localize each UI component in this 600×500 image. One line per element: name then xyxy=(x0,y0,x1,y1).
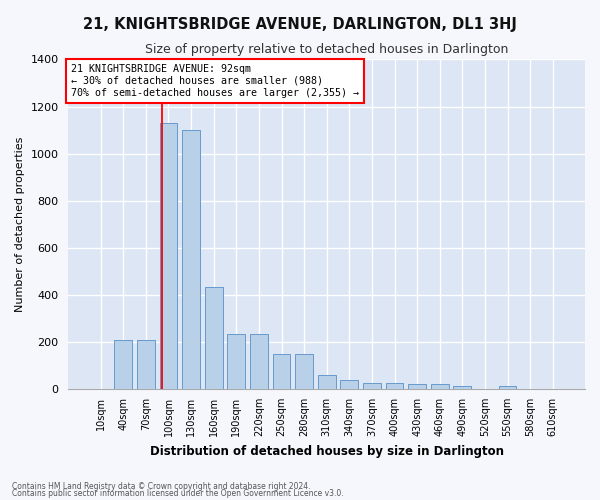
Text: Contains HM Land Registry data © Crown copyright and database right 2024.: Contains HM Land Registry data © Crown c… xyxy=(12,482,311,491)
Text: 21, KNIGHTSBRIDGE AVENUE, DARLINGTON, DL1 3HJ: 21, KNIGHTSBRIDGE AVENUE, DARLINGTON, DL… xyxy=(83,18,517,32)
Bar xyxy=(340,380,358,389)
Bar xyxy=(272,354,290,389)
Y-axis label: Number of detached properties: Number of detached properties xyxy=(15,136,25,312)
Text: Contains public sector information licensed under the Open Government Licence v3: Contains public sector information licen… xyxy=(12,489,344,498)
Bar xyxy=(182,130,200,389)
Bar xyxy=(205,286,223,389)
X-axis label: Distribution of detached houses by size in Darlington: Distribution of detached houses by size … xyxy=(150,444,504,458)
Bar xyxy=(408,384,426,389)
Bar xyxy=(318,375,335,389)
Bar xyxy=(431,384,449,389)
Bar xyxy=(386,384,403,389)
Bar xyxy=(454,386,471,389)
Bar xyxy=(160,123,178,389)
Bar xyxy=(227,334,245,389)
Bar xyxy=(499,386,517,389)
Bar xyxy=(115,340,132,389)
Title: Size of property relative to detached houses in Darlington: Size of property relative to detached ho… xyxy=(145,42,508,56)
Bar xyxy=(250,334,268,389)
Bar xyxy=(295,354,313,389)
Bar xyxy=(363,384,381,389)
Bar xyxy=(137,340,155,389)
Text: 21 KNIGHTSBRIDGE AVENUE: 92sqm
← 30% of detached houses are smaller (988)
70% of: 21 KNIGHTSBRIDGE AVENUE: 92sqm ← 30% of … xyxy=(71,64,359,98)
